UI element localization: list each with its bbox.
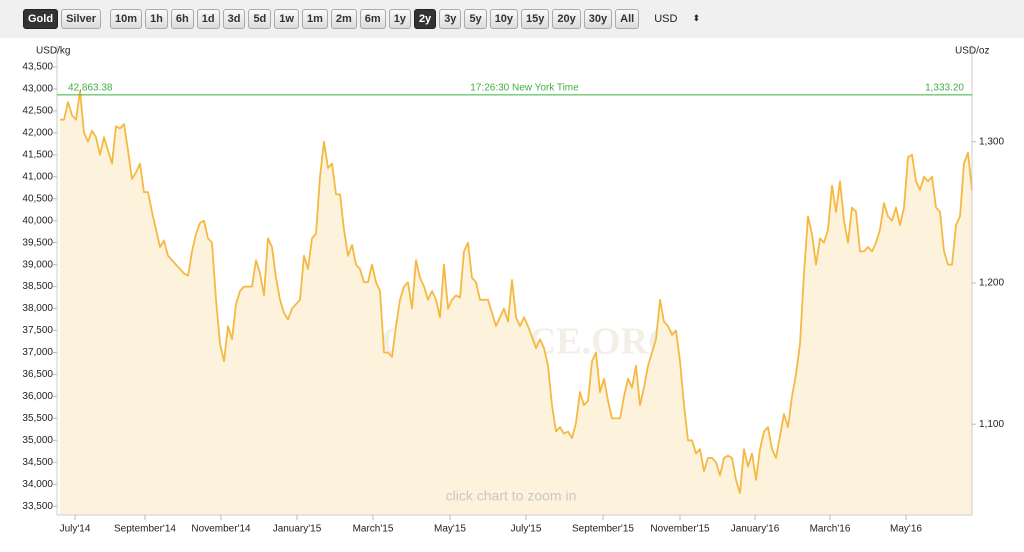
toolbar: Gold Silver 10m 1h 6h 1d 3d 5d 1w 1m 2m 6m 1y 2y 3y 5y 1…: [0, 0, 1024, 38]
range-button[interactable]: 6h: [170, 9, 194, 29]
range-button[interactable]: 30y: [583, 9, 613, 29]
y2-axis-title: USD/oz: [955, 46, 989, 57]
current-price-kg: 42,863.38: [68, 83, 113, 94]
range-button[interactable]: 15y: [521, 9, 550, 29]
range-button[interactable]: 5d: [248, 9, 272, 29]
y-tick-label: 35,000: [22, 435, 53, 446]
y2-tick-label: 1,200: [979, 278, 1004, 289]
range-button[interactable]: 10y: [489, 9, 519, 29]
y-tick-label: 39,500: [22, 237, 53, 248]
range-button[interactable]: 2y: [413, 9, 437, 29]
range-button[interactable]: 3d: [222, 9, 246, 29]
y-tick-label: 37,500: [22, 325, 53, 336]
metal-button[interactable]: Silver: [61, 9, 102, 29]
y-tick-label: 33,500: [22, 501, 53, 512]
current-time: 17:26:30 New York Time: [470, 83, 579, 94]
y2-tick-label: 1,100: [979, 419, 1004, 430]
y-tick-label: 38,000: [22, 303, 53, 314]
y-tick-label: 35,500: [22, 413, 53, 424]
y-axis-title: USD/kg: [36, 46, 70, 57]
y-tick-label: 42,000: [22, 127, 53, 138]
range-button[interactable]: 2m: [330, 9, 357, 29]
range-button[interactable]: 1y: [388, 9, 411, 29]
x-tick-label: March'15: [353, 524, 394, 535]
y2-tick-label: 1,300: [979, 136, 1004, 147]
area: [60, 91, 972, 515]
current-price-oz: 1,333.20: [925, 83, 964, 94]
currency-label: USD: [654, 13, 678, 25]
metal-button[interactable]: Gold: [23, 9, 59, 29]
x-tick-label: November'14: [191, 524, 251, 535]
price-line: [60, 90, 973, 494]
range-button[interactable]: 1m: [301, 9, 328, 29]
range-button[interactable]: 3y: [439, 9, 462, 29]
x-tick-label: July'15: [511, 524, 542, 535]
y-tick-label: 38,500: [22, 281, 53, 292]
range-button[interactable]: 1w: [274, 9, 299, 29]
y-tick-label: 36,000: [22, 391, 53, 402]
x-tick-label: September'14: [114, 524, 176, 535]
x-tick-label: May'16: [890, 524, 922, 535]
select-arrows: ⬍: [692, 13, 701, 23]
x-tick-label: January'16: [731, 524, 780, 535]
x-tick-label: March'16: [810, 524, 851, 535]
range-button[interactable]: 10m: [110, 9, 143, 29]
x-tick-label: May'15: [434, 524, 466, 535]
range-button[interactable]: 6m: [359, 9, 386, 29]
x-tick-label: November'15: [650, 524, 710, 535]
y-tick-label: 41,500: [22, 149, 53, 160]
y-tick-label: 40,500: [22, 193, 53, 204]
zoom-hint[interactable]: click chart to zoom in: [446, 488, 577, 504]
y-tick-label: 41,000: [22, 171, 53, 182]
y-tick-label: 42,500: [22, 106, 53, 117]
y-tick-label: 43,000: [22, 84, 53, 95]
range-button[interactable]: 1d: [196, 9, 220, 29]
range-button[interactable]: 20y: [552, 9, 581, 29]
y-tick-label: 40,000: [22, 215, 53, 226]
range-button[interactable]: All: [615, 9, 640, 29]
y-tick-label: 34,000: [22, 479, 53, 490]
range-button[interactable]: 1h: [145, 9, 168, 29]
range-button[interactable]: 5y: [464, 9, 487, 29]
currency-select[interactable]: USD ⬍: [654, 13, 700, 25]
x-tick-label: July'14: [60, 524, 91, 535]
y-tick-label: 37,000: [22, 347, 53, 358]
y-tick-label: 39,000: [22, 259, 53, 270]
x-tick-label: September'15: [572, 524, 634, 535]
y-tick-label: 34,500: [22, 457, 53, 468]
y-tick-label: 43,500: [22, 62, 53, 73]
x-tick-label: January'15: [273, 524, 322, 535]
y-tick-label: 36,500: [22, 369, 53, 380]
